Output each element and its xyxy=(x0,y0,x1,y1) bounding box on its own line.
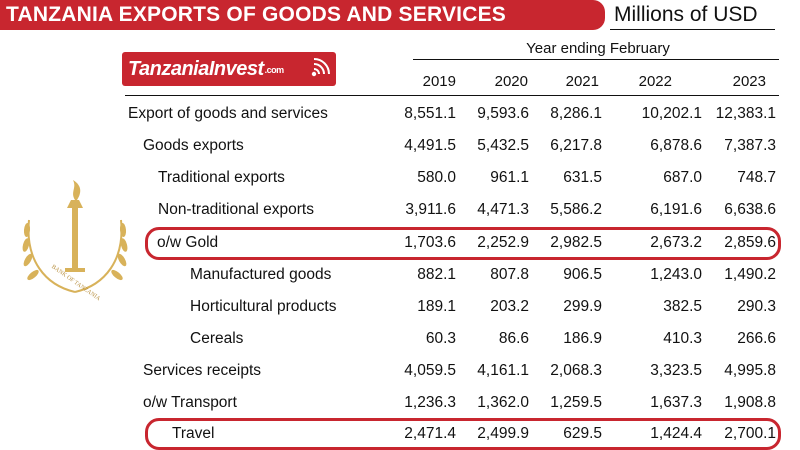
cell-2021: 5,586.2 xyxy=(550,201,602,218)
units-underline xyxy=(610,29,775,30)
row-label: o/w Transport xyxy=(143,394,237,411)
row-label: Non-traditional exports xyxy=(158,201,314,218)
cell-2023: 1,490.2 xyxy=(724,266,776,283)
cell-2022: 687.0 xyxy=(663,169,702,186)
year-header: 2023 xyxy=(732,73,766,90)
table-row: Non-traditional exports 3,911.6 4,471.3 … xyxy=(0,194,800,226)
period-label: Year ending February xyxy=(526,40,670,57)
cell-2022: 410.3 xyxy=(663,330,702,347)
cell-2022: 6,878.6 xyxy=(650,137,702,154)
table-row: o/w Transport 1,236.3 1,362.0 1,259.5 1,… xyxy=(0,387,800,419)
table-row: o/w Gold 1,703.6 2,252.9 2,982.5 2,673.2… xyxy=(0,227,800,259)
cell-2023: 4,995.8 xyxy=(724,362,776,379)
row-label: Goods exports xyxy=(143,137,244,154)
cell-2021: 2,982.5 xyxy=(550,234,602,251)
cell-2023: 6,638.6 xyxy=(724,201,776,218)
row-label: Export of goods and services xyxy=(128,105,328,122)
cell-2021: 6,217.8 xyxy=(550,137,602,154)
table-row: Export of goods and services 8,551.1 9,5… xyxy=(0,98,800,130)
cell-2023: 266.6 xyxy=(737,330,776,347)
cell-2019: 882.1 xyxy=(417,266,456,283)
cell-2021: 631.5 xyxy=(563,169,602,186)
cell-2020: 203.2 xyxy=(490,298,529,315)
table-row: Services receipts 4,059.5 4,161.1 2,068.… xyxy=(0,355,800,387)
highlight-gold-row xyxy=(145,227,781,260)
tanzaniainvest-logo: TanzaniaInvest.com xyxy=(122,52,336,86)
cell-2019: 3,911.6 xyxy=(405,201,456,218)
cell-2020: 4,471.3 xyxy=(477,201,529,218)
table-row: Traditional exports 580.0 961.1 631.5 68… xyxy=(0,162,800,194)
cell-2022: 1,243.0 xyxy=(650,266,702,283)
cell-2020: 2,499.9 xyxy=(477,425,529,442)
cell-2021: 629.5 xyxy=(563,425,602,442)
year-header: 2020 xyxy=(494,73,528,90)
highlight-travel-row xyxy=(145,418,781,450)
cell-2019: 1,236.3 xyxy=(404,394,456,411)
cell-2023: 7,387.3 xyxy=(724,137,776,154)
cell-2022: 3,323.5 xyxy=(650,362,702,379)
table-row: Horticultural products 189.1 203.2 299.9… xyxy=(0,291,800,323)
cell-2019: 60.3 xyxy=(425,330,456,347)
cell-2022: 2,673.2 xyxy=(650,234,702,251)
page-title: TANZANIA EXPORTS OF GOODS AND SERVICES xyxy=(0,0,605,30)
cell-2020: 2,252.9 xyxy=(477,234,529,251)
table-row: Manufactured goods 882.1 807.8 906.5 1,2… xyxy=(0,259,800,291)
cell-2023: 2,700.1 xyxy=(724,425,776,442)
cell-2020: 5,432.5 xyxy=(477,137,529,154)
cell-2023: 12,383.1 xyxy=(715,105,776,122)
cell-2019: 580.0 xyxy=(417,169,456,186)
cell-2021: 186.9 xyxy=(563,330,602,347)
cell-2020: 961.1 xyxy=(490,169,529,186)
cell-2023: 2,859.6 xyxy=(724,234,776,251)
cell-2023: 290.3 xyxy=(737,298,776,315)
row-label: Cereals xyxy=(190,330,244,347)
cell-2019: 8,551.1 xyxy=(404,105,456,122)
cell-2020: 86.6 xyxy=(498,330,529,347)
cell-2022: 382.5 xyxy=(663,298,702,315)
cell-2022: 1,424.4 xyxy=(650,425,702,442)
cell-2021: 8,286.1 xyxy=(550,105,602,122)
year-header: 2022 xyxy=(638,73,672,90)
row-label: Horticultural products xyxy=(190,298,337,315)
cell-2019: 4,491.5 xyxy=(404,137,456,154)
cell-2022: 1,637.3 xyxy=(650,394,702,411)
year-header: 2019 xyxy=(422,73,456,90)
cell-2020: 9,593.6 xyxy=(477,105,529,122)
row-label: Manufactured goods xyxy=(190,266,332,283)
year-header: 2021 xyxy=(565,73,599,90)
cell-2019: 189.1 xyxy=(417,298,456,315)
period-underline xyxy=(413,59,779,60)
cell-2019: 2,471.4 xyxy=(404,425,456,442)
row-label: Services receipts xyxy=(143,362,262,379)
row-label: Traditional exports xyxy=(158,169,285,186)
units-label: Millions of USD xyxy=(614,3,758,26)
row-label: Travel xyxy=(172,425,215,442)
cell-2023: 748.7 xyxy=(737,169,776,186)
row-label: o/w Gold xyxy=(157,234,219,251)
cell-2023: 1,908.8 xyxy=(724,394,776,411)
logo-suffix: .com xyxy=(264,64,285,75)
cell-2021: 906.5 xyxy=(563,266,602,283)
signal-wave-icon xyxy=(311,58,330,77)
cell-2019: 1,703.6 xyxy=(404,234,456,251)
header-rule xyxy=(125,95,779,96)
bank-of-tanzania-seal: BANK OF TANZANIA xyxy=(22,180,128,303)
table-row: Cereals 60.3 86.6 186.9 410.3 266.6 xyxy=(0,323,800,355)
logo-text: TanzaniaInvest xyxy=(128,58,264,80)
cell-2019: 4,059.5 xyxy=(404,362,456,379)
table-row: Travel 2,471.4 2,499.9 629.5 1,424.4 2,7… xyxy=(0,418,800,450)
cell-2021: 1,259.5 xyxy=(550,394,602,411)
cell-2022: 10,202.1 xyxy=(641,105,702,122)
table-row: Goods exports 4,491.5 5,432.5 6,217.8 6,… xyxy=(0,130,800,162)
cell-2020: 807.8 xyxy=(490,266,529,283)
cell-2021: 2,068.3 xyxy=(550,362,602,379)
cell-2021: 299.9 xyxy=(563,298,602,315)
cell-2020: 4,161.1 xyxy=(477,362,529,379)
cell-2020: 1,362.0 xyxy=(477,394,529,411)
cell-2022: 6,191.6 xyxy=(650,201,702,218)
